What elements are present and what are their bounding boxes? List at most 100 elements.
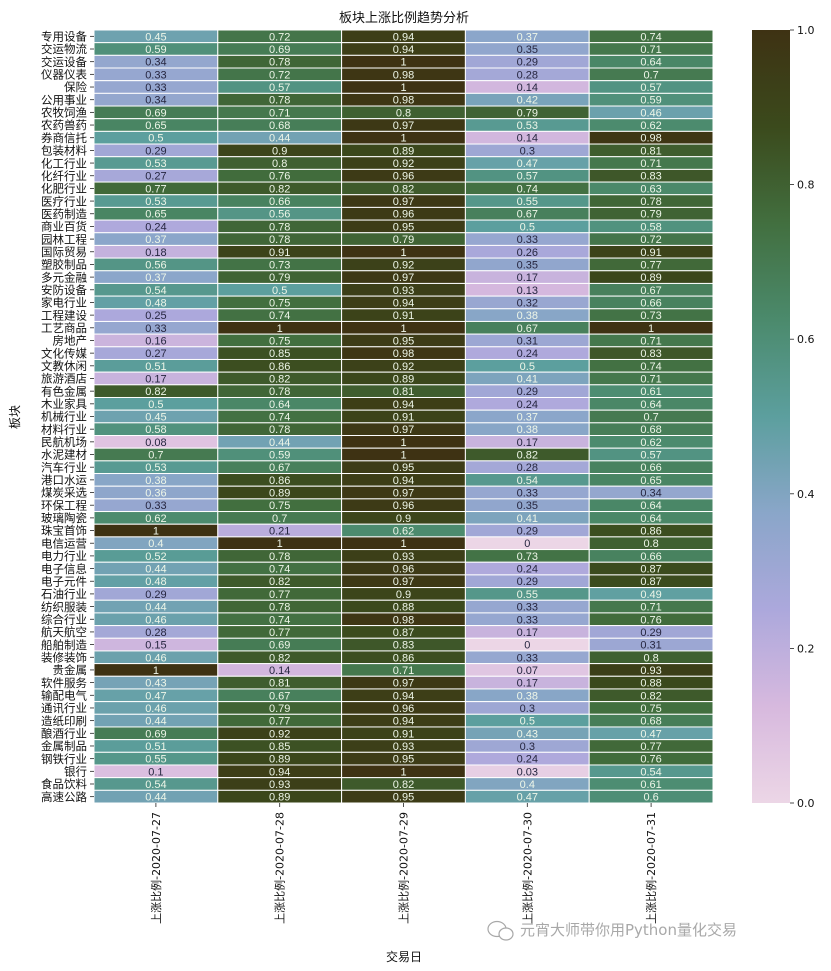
cell-value-label: 0.07 — [517, 665, 538, 677]
y-tick-label: 材料行业 — [41, 422, 87, 436]
cell-value-label: 0.28 — [517, 69, 538, 81]
y-tick-label: 环保工程 — [41, 498, 87, 512]
y-tick-label: 珠宝首饰 — [41, 524, 87, 538]
cell-value-label: 0.67 — [517, 323, 538, 335]
cell-value-label: 0.85 — [269, 348, 290, 360]
cell-value-label: 0.72 — [269, 69, 290, 81]
y-tick-label: 软件服务 — [41, 676, 87, 690]
cell-value-label: 0.66 — [269, 196, 290, 208]
y-tick-label: 汽车行业 — [41, 460, 87, 474]
cell-value-label: 0.95 — [393, 335, 414, 347]
cell-value-label: 0.53 — [145, 462, 166, 474]
cell-value-label: 0.4 — [520, 779, 535, 791]
cell-value-label: 1 — [400, 247, 406, 259]
cell-value-label: 0.81 — [393, 386, 414, 398]
cell-value-label: 0.78 — [269, 602, 290, 614]
cell-value-label: 0.48 — [145, 297, 166, 309]
cell-value-label: 0.82 — [393, 183, 414, 195]
cell-value-label: 0.94 — [393, 297, 414, 309]
y-tick-label: 旅游酒店 — [41, 372, 87, 386]
cell-value-label: 0.89 — [269, 754, 290, 766]
cell-value-label: 0.89 — [640, 272, 661, 284]
cell-value-label: 0.78 — [640, 196, 661, 208]
cell-value-label: 0.71 — [640, 158, 661, 170]
x-tick-label: 上涨比例-2020-07-30 — [520, 812, 534, 924]
cell-value-label: 0.33 — [145, 69, 166, 81]
cell-value-label: 0.76 — [269, 171, 290, 183]
cell-value-label: 0.78 — [269, 551, 290, 563]
cell-value-label: 0.8 — [272, 158, 287, 170]
cell-value-label: 0.61 — [640, 386, 661, 398]
cell-value-label: 0.89 — [269, 792, 290, 804]
cell-value-label: 0.52 — [145, 551, 166, 563]
cell-value-label: 0.9 — [272, 145, 287, 157]
y-tick-label: 公用事业 — [41, 93, 87, 107]
y-tick-label: 港口水运 — [41, 473, 87, 487]
cell-value-label: 0.54 — [145, 779, 166, 791]
cell-value-label: 0.77 — [269, 716, 290, 728]
cell-value-label: 0.94 — [393, 44, 414, 56]
cell-value-label: 0.86 — [269, 361, 290, 373]
cell-value-label: 0.69 — [145, 107, 166, 119]
cell-value-label: 0.6 — [643, 792, 658, 804]
cell-value-label: 0.9 — [396, 513, 411, 525]
cell-value-label: 0.82 — [517, 450, 538, 462]
cell-value-label: 0.65 — [145, 120, 166, 132]
cell-value-label: 0.24 — [517, 399, 538, 411]
cell-value-label: 0.53 — [517, 120, 538, 132]
cell-value-label: 0.14 — [269, 665, 290, 677]
y-tick-label: 综合行业 — [41, 612, 87, 626]
cell-value-label: 0.78 — [269, 424, 290, 436]
cell-value-label: 0.5 — [520, 361, 535, 373]
cell-value-label: 0.8 — [643, 652, 658, 664]
y-tick-label: 金属制品 — [41, 739, 87, 753]
wechat-icon — [487, 920, 514, 941]
cell-value-label: 1 — [277, 538, 283, 550]
cell-value-label: 0.46 — [145, 652, 166, 664]
y-tick-label: 工艺商品 — [41, 321, 87, 335]
y-tick-label: 交运物流 — [41, 42, 87, 56]
y-tick-label: 食品饮料 — [41, 777, 87, 791]
cell-value-label: 0 — [524, 640, 530, 652]
cell-value-label: 0.91 — [393, 310, 414, 322]
cell-value-label: 0.59 — [269, 450, 290, 462]
y-tick-label: 电力行业 — [41, 549, 87, 563]
colorbar-tick-label: 0.4 — [797, 488, 815, 501]
y-tick-label: 安防设备 — [41, 283, 87, 297]
cell-value-label: 0.29 — [640, 627, 661, 639]
y-tick-label: 工程建设 — [41, 308, 87, 322]
y-tick-labels: 专用设备交运物流交运设备仪器仪表保险公用事业农牧饲渔农药兽药券商信托包装材料化工… — [41, 30, 94, 804]
cell-value-label: 0.97 — [393, 272, 414, 284]
cell-value-label: 0.34 — [640, 488, 661, 500]
cell-value-label: 0.28 — [145, 627, 166, 639]
cell-value-label: 0.7 — [272, 513, 287, 525]
cell-value-label: 0.62 — [145, 513, 166, 525]
cell-value-label: 1 — [153, 526, 159, 538]
cell-value-label: 0.67 — [517, 209, 538, 221]
cell-value-label: 0.51 — [145, 741, 166, 753]
cell-value-label: 0.71 — [269, 107, 290, 119]
cell-value-label: 0.79 — [640, 209, 661, 221]
y-tick-label: 专用设备 — [41, 30, 87, 44]
cell-value-label: 0.44 — [145, 792, 166, 804]
cell-value-label: 0.98 — [393, 614, 414, 626]
cell-value-label: 0.75 — [269, 297, 290, 309]
y-tick-label: 民航机场 — [41, 435, 87, 449]
cell-value-label: 0.97 — [393, 196, 414, 208]
cell-value-label: 0.71 — [640, 373, 661, 385]
cell-value-label: 0.35 — [517, 500, 538, 512]
cell-value-label: 0.34 — [145, 95, 166, 107]
cell-value-label: 0.37 — [145, 272, 166, 284]
cell-value-label: 0.14 — [517, 133, 538, 145]
cell-value-label: 0.59 — [145, 44, 166, 56]
y-tick-label: 医药制造 — [41, 207, 87, 221]
cell-value-label: 0.65 — [145, 209, 166, 221]
cell-value-label: 0.72 — [640, 234, 661, 246]
cell-value-label: 0.3 — [520, 145, 535, 157]
y-tick-label: 煤炭采选 — [41, 486, 87, 500]
cell-value-label: 0.87 — [393, 627, 414, 639]
cell-value-label: 1 — [400, 437, 406, 449]
cell-value-label: 0.37 — [145, 234, 166, 246]
cell-value-label: 0.29 — [145, 589, 166, 601]
